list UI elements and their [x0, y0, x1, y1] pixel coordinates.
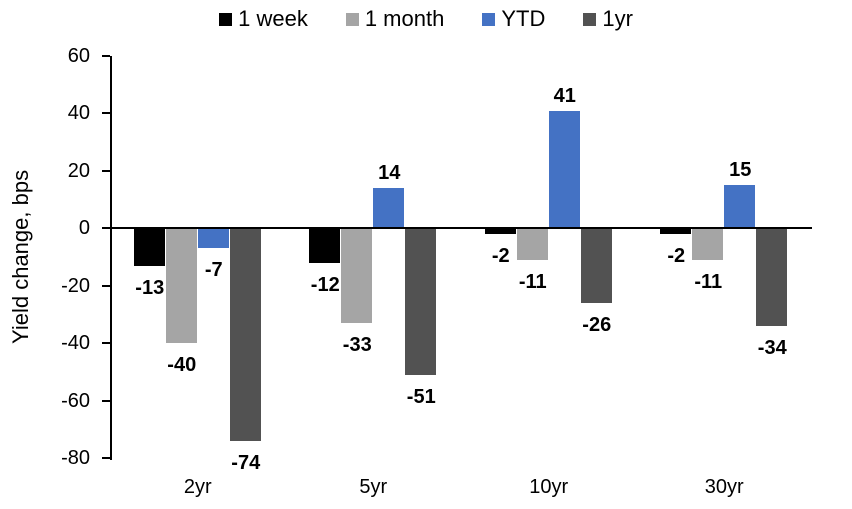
bar-value-label: -2 [491, 245, 510, 268]
legend-swatch-icon [482, 12, 496, 26]
bar-value-label: -2 [667, 245, 686, 268]
y-axis-tick [102, 457, 110, 459]
y-axis-tick-label: 0 [78, 217, 90, 240]
bar-1-week [309, 228, 341, 263]
bar-1-week [484, 228, 516, 235]
bar-1-month [692, 228, 724, 260]
bar-value-label: -11 [518, 270, 547, 293]
legend-item: 1yr [583, 6, 633, 32]
bar-ytd [724, 185, 756, 229]
bar-ytd [197, 228, 229, 249]
y-axis-tick [102, 112, 110, 115]
legend-swatch-icon [219, 12, 233, 26]
bar-1-month [516, 228, 548, 260]
y-axis-tick [102, 342, 110, 345]
y-axis-tick [102, 227, 110, 230]
bar-value-label: -11 [694, 270, 723, 293]
y-axis-tick-label: -20 [61, 274, 90, 297]
bar-1-week [133, 228, 165, 266]
bar-value-label: -51 [406, 385, 436, 408]
legend-item: 1 week [219, 6, 308, 32]
x-axis-category-label: 30yr [704, 476, 744, 498]
bar-value-label: -7 [204, 259, 223, 282]
x-axis-category-label: 2yr [183, 476, 212, 498]
y-axis-tick-label: 40 [67, 102, 90, 125]
bar-value-label: -13 [135, 276, 165, 299]
bar-value-label: -33 [342, 334, 372, 357]
bar-value-label: 14 [378, 162, 401, 185]
chart-legend: 1 week 1 month YTD 1yr [0, 6, 852, 32]
legend-label: 1 month [364, 6, 445, 31]
legend-swatch-icon [345, 12, 359, 26]
y-axis-tick [102, 55, 110, 57]
legend-item: YTD [482, 6, 545, 32]
y-axis-tick [102, 399, 110, 402]
bar-1yr [756, 228, 788, 326]
bar-ytd [548, 110, 580, 229]
bar-1-week [660, 228, 692, 235]
bar-1yr [229, 228, 261, 441]
legend-label: 1 week [238, 6, 308, 31]
bar-value-label: -74 [231, 451, 261, 474]
y-axis-tick-label: 20 [67, 159, 90, 182]
bar-value-label: 15 [729, 159, 752, 182]
x-axis-line [110, 227, 812, 230]
x-axis-category-label: 5yr [359, 476, 388, 498]
legend-item: 1 month [345, 6, 445, 32]
legend-label: 1yr [602, 6, 633, 31]
y-axis-line [110, 56, 112, 460]
bar-1yr [580, 228, 612, 303]
bar-value-label: -12 [310, 273, 340, 296]
bar-1-month [165, 228, 197, 344]
bar-value-label: 41 [553, 84, 576, 107]
x-axis-category-label: 10yr [529, 476, 569, 498]
y-axis-tick-label: -80 [61, 447, 90, 469]
bar-value-label: -26 [582, 313, 612, 336]
bar-1yr [405, 228, 437, 375]
legend-label: YTD [501, 6, 546, 31]
y-axis-tick-label: 60 [67, 45, 90, 67]
y-axis-tick-label: -60 [61, 389, 90, 412]
y-axis-tick [102, 169, 110, 172]
legend-swatch-icon [583, 12, 597, 26]
y-axis-tick [102, 284, 110, 287]
bar-value-label: -40 [167, 354, 197, 377]
bar-value-label: -34 [757, 336, 787, 359]
bar-ytd [373, 188, 405, 229]
bar-1-month [341, 228, 373, 324]
y-axis-tick-label: -40 [61, 332, 90, 355]
